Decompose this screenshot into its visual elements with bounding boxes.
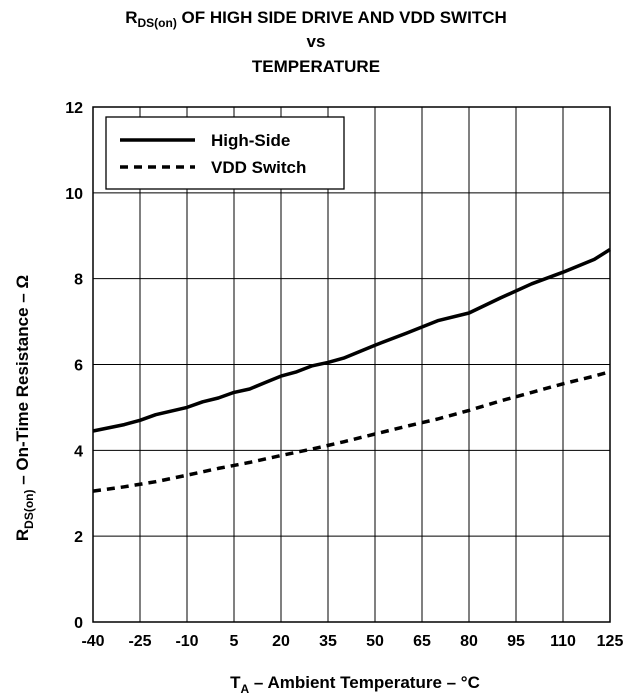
y-tick-label: 4: [74, 443, 83, 460]
x-tick-label: 50: [366, 633, 384, 650]
x-label-main: T: [230, 673, 241, 692]
title-main: R: [125, 8, 137, 27]
plot-frame: [92, 106, 611, 623]
x-tick-label: -25: [128, 633, 151, 650]
x-tick-label: 5: [230, 633, 239, 650]
chart-title-line2: vs: [307, 32, 326, 51]
x-label-sub: A: [241, 682, 250, 696]
x-tick-label: 80: [460, 633, 478, 650]
series-line-high-side: [92, 248, 611, 433]
y-tick-label: 12: [65, 100, 83, 117]
y-tick-label: 2: [74, 529, 83, 546]
y-label-main: R: [13, 529, 32, 541]
x-tick-label: 35: [319, 633, 337, 650]
y-axis-label: RDS(on) – On-Time Resistance – Ω: [13, 275, 36, 541]
x-tick-label: -40: [81, 633, 104, 650]
legend-label-vdd-switch: VDD Switch: [211, 158, 306, 177]
y-tick-label: 10: [65, 186, 83, 203]
x-tick-label: 20: [272, 633, 290, 650]
x-label-rest: – Ambient Temperature – °C: [249, 673, 480, 692]
x-tick-label: 65: [413, 633, 431, 650]
x-tick-label: 95: [507, 633, 525, 650]
x-tick-label: 110: [550, 633, 576, 650]
x-axis-label: TA – Ambient Temperature – °C: [230, 673, 480, 696]
y-tick-labels: 0 2 4 6 8 10 12: [65, 100, 83, 632]
y-tick-label: 6: [74, 358, 83, 375]
series-lines: [92, 248, 611, 493]
title-rest: OF HIGH SIDE DRIVE AND VDD SWITCH: [177, 8, 507, 27]
chart-title-line1: RDS(on) OF HIGH SIDE DRIVE AND VDD SWITC…: [125, 8, 507, 30]
y-tick-label: 8: [74, 272, 83, 289]
x-tick-label: 125: [597, 633, 624, 650]
title-sub: DS(on): [138, 16, 177, 30]
legend-label-high-side: High-Side: [211, 131, 290, 150]
x-tick-label: -10: [175, 633, 198, 650]
legend-box: [105, 116, 345, 190]
x-tick-labels: -40 -25 -10 5 20 35 50 65 80 95 110 125: [81, 633, 623, 650]
y-label-rest: – On-Time Resistance – Ω: [13, 275, 32, 490]
series-line-vdd-switch: [92, 370, 611, 493]
chart-title-line3: TEMPERATURE: [252, 57, 380, 76]
y-label-sub: DS(on): [22, 489, 36, 528]
y-tick-label: 0: [74, 615, 83, 632]
legend: High-Side VDD Switch: [105, 116, 345, 190]
